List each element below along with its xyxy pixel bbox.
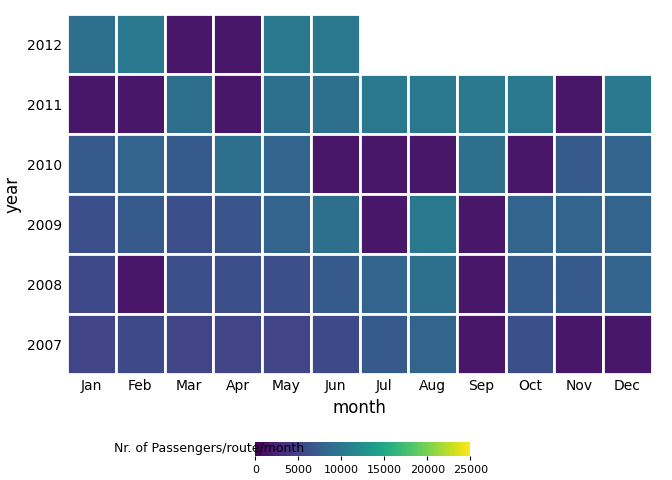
Bar [262, 14, 310, 74]
Bar [165, 134, 213, 194]
Bar [360, 194, 408, 254]
Bar [505, 194, 554, 254]
Bar [505, 74, 554, 134]
Bar [603, 134, 652, 194]
Bar [505, 314, 554, 374]
Bar [165, 194, 213, 254]
Bar [116, 14, 165, 74]
Bar [554, 314, 603, 374]
Bar [116, 194, 165, 254]
Bar [408, 134, 457, 194]
Bar [554, 134, 603, 194]
Text: Nr. of Passengers/route/month: Nr. of Passengers/route/month [114, 442, 304, 456]
Bar [603, 74, 652, 134]
Bar [360, 254, 408, 314]
Bar [262, 74, 310, 134]
Bar [310, 194, 360, 254]
Bar [457, 134, 505, 194]
Bar [408, 254, 457, 314]
Bar [310, 14, 360, 74]
Bar [603, 194, 652, 254]
Bar [165, 314, 213, 374]
Bar [67, 194, 116, 254]
Bar [67, 74, 116, 134]
Bar [116, 314, 165, 374]
Bar [214, 14, 262, 74]
Bar [67, 134, 116, 194]
Bar [603, 314, 652, 374]
Y-axis label: year: year [3, 176, 22, 213]
Bar [505, 254, 554, 314]
Bar [67, 14, 116, 74]
Bar [310, 314, 360, 374]
Bar [214, 194, 262, 254]
Bar [165, 14, 213, 74]
Bar [457, 74, 505, 134]
Bar [457, 314, 505, 374]
Bar [262, 134, 310, 194]
Bar [214, 134, 262, 194]
Bar [262, 314, 310, 374]
Bar [67, 314, 116, 374]
Bar [360, 74, 408, 134]
Bar [408, 74, 457, 134]
Bar [408, 314, 457, 374]
Bar [408, 194, 457, 254]
Bar [165, 74, 213, 134]
Bar [554, 194, 603, 254]
Bar [310, 254, 360, 314]
Bar [116, 74, 165, 134]
Bar [116, 254, 165, 314]
Bar [165, 254, 213, 314]
Bar [262, 194, 310, 254]
Bar [457, 254, 505, 314]
Bar [554, 254, 603, 314]
Bar [214, 254, 262, 314]
Bar [116, 134, 165, 194]
Bar [214, 74, 262, 134]
Bar [310, 74, 360, 134]
Bar [310, 134, 360, 194]
Bar [214, 314, 262, 374]
Bar [505, 134, 554, 194]
Bar [360, 134, 408, 194]
Bar [603, 254, 652, 314]
Bar [67, 254, 116, 314]
Bar [554, 74, 603, 134]
Bar [360, 314, 408, 374]
X-axis label: month: month [333, 399, 386, 417]
Bar [262, 254, 310, 314]
Bar [457, 194, 505, 254]
